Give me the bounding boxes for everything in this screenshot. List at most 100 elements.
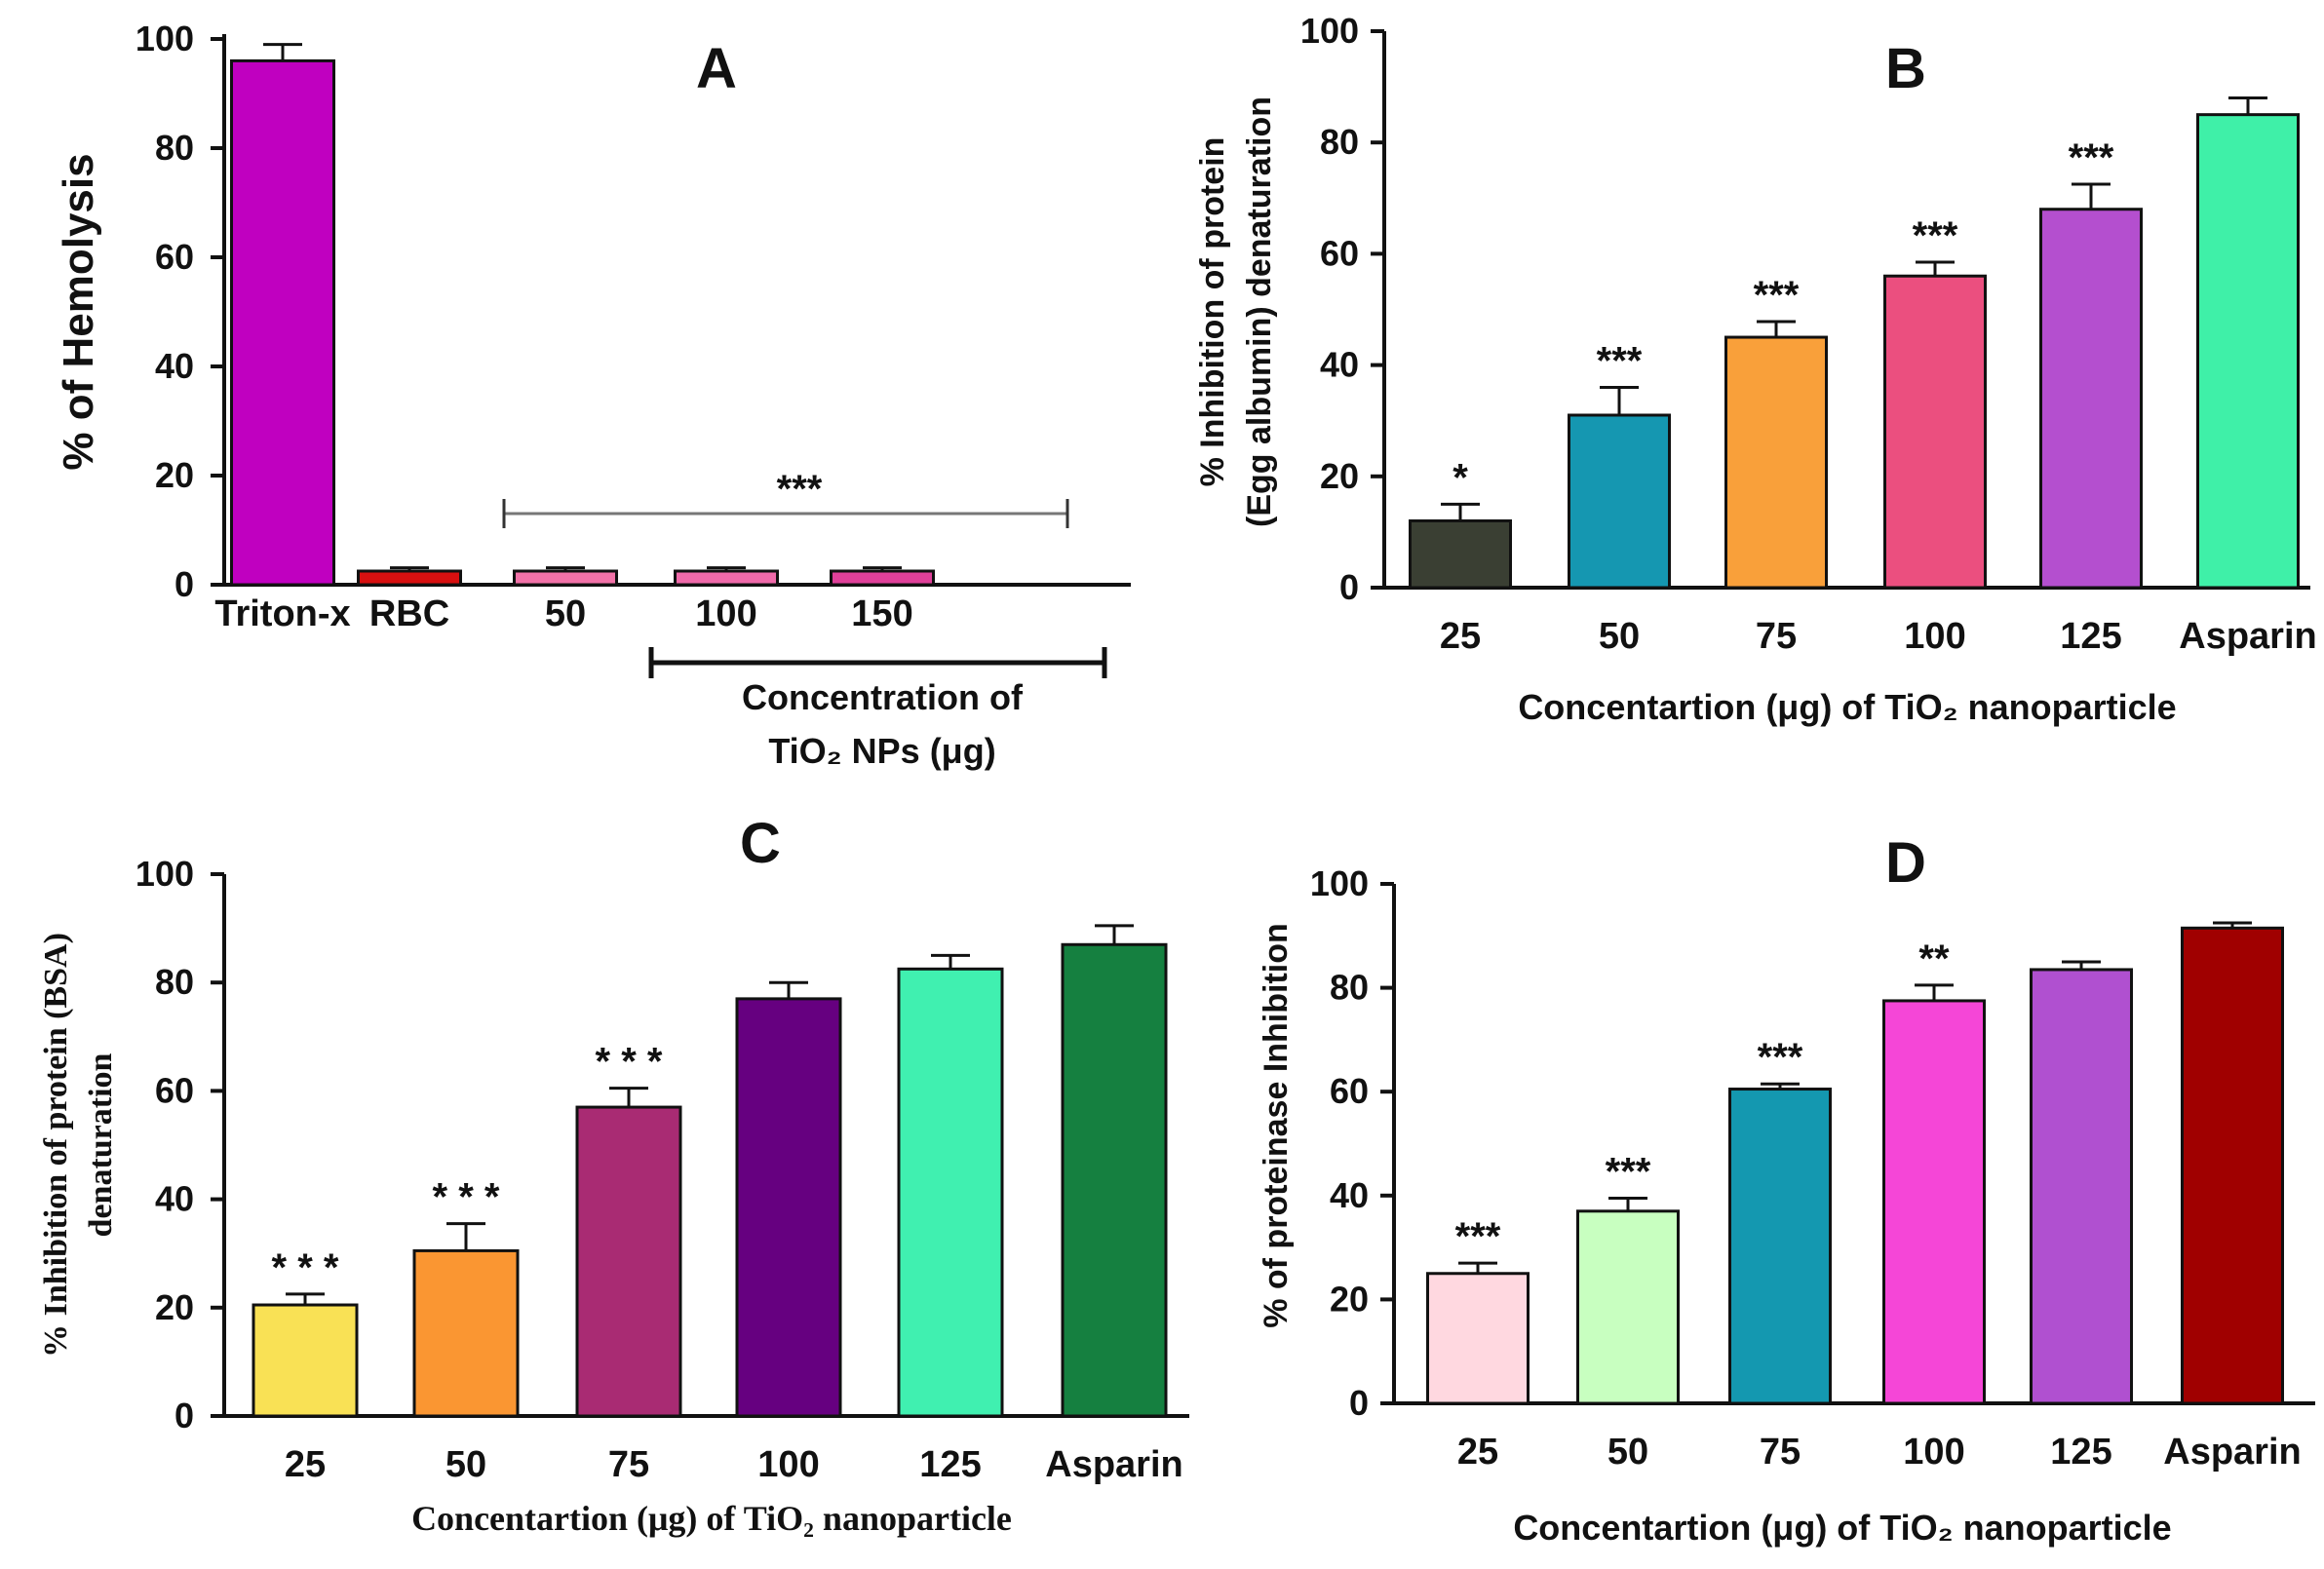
bar-25 [1426,1272,1530,1405]
y-tick-label: 100 [136,19,194,58]
panel-a-concentration-group: Concentration of TiO₂ NPs (μg) [648,647,1107,771]
y-tick-label: 60 [155,1070,194,1110]
panel-a-x-label-line1: Concentration of [742,677,1024,717]
panel-d-categories: 25 50 75 100 125 Asparin [1457,1432,2302,1473]
significance-mark: *** [1754,274,1800,317]
bar-150 [830,569,935,587]
y-tick-label: 60 [1320,233,1359,273]
y-tick-label: 0 [174,564,194,604]
category-label: 75 [608,1444,649,1485]
bar-125 [897,967,1004,1418]
category-label: RBC [369,593,449,634]
significance-mark: *** [1597,339,1643,382]
panel-c-y-axis-label-line2: denaturation [83,1052,119,1237]
y-tick-label: 0 [1339,567,1359,607]
category-label: 50 [1607,1432,1648,1473]
category-label: 50 [445,1444,486,1485]
bar-100 [735,997,842,1418]
panel-d-letter: D [1885,831,1926,895]
bar-triton-x [230,58,335,587]
bar-100 [674,569,779,587]
panel-b-x-axis-label: Concentartion (μg) of TiO₂ nanoparticle [1518,687,2176,727]
y-tick-label: 80 [155,962,194,1002]
y-tick-label: 20 [155,455,194,495]
panel-c-x-axis-label: Concentartion (μg) of TiO₂ nanoparticle [411,1499,1012,1538]
category-label: 50 [545,593,586,634]
panel-c-y-axis-label-line1: % Inhibition of protein (BSA) [38,933,74,1358]
y-tick-label: 20 [155,1287,194,1327]
y-tick-label: 80 [1330,968,1369,1008]
panel-c-y-ticks: 0 20 40 60 80 100 [136,854,224,1435]
bar-75 [1728,1088,1832,1405]
category-label: 100 [757,1444,819,1485]
bar-125 [2030,968,2133,1405]
bar-100 [1883,274,1987,590]
category-label: 125 [919,1444,981,1485]
category-label: Asparin [2179,616,2316,657]
bar-100 [1882,999,1986,1405]
panel-a-x-label-line2: TiO₂ NPs (μg) [768,731,995,771]
bar-50 [1568,413,1671,590]
y-tick-label: 40 [155,1179,194,1219]
y-tick-label: 60 [155,237,194,277]
significance-mark: *** [1758,1036,1803,1079]
y-tick-label: 0 [174,1396,194,1435]
category-label: 125 [2060,616,2121,657]
category-label: 125 [2050,1432,2111,1473]
significance-mark: *** [1606,1150,1651,1193]
panel-a: A % of Hemolysis 0 20 40 60 80 100 Triton-x RB… [55,19,1131,771]
y-tick-label: 100 [136,854,194,894]
significance-mark: *** [2069,136,2114,179]
panel-b-y-axis-label-line2: (Egg albumin) denaturation [1241,96,1278,527]
bar-asparin [1061,942,1168,1418]
y-tick-label: 40 [1320,345,1359,385]
bracket-significance: *** [777,468,823,511]
bar-50 [513,569,618,587]
bar-125 [2039,208,2143,590]
panel-b-y-axis-label-line1: % Inhibition of protein [1194,137,1231,487]
y-tick-label: 80 [155,128,194,168]
category-label: 25 [1457,1432,1498,1473]
y-tick-label: 60 [1330,1071,1369,1111]
category-label: 150 [851,593,912,634]
category-label: 75 [1756,616,1797,657]
panel-d: D % of proteinase Inhibition 0 20 40 60 80 10… [1258,831,2315,1548]
category-label: Asparin [1045,1444,1182,1485]
category-label: 25 [1440,616,1481,657]
category-label: 50 [1599,616,1640,657]
panel-d-bars: *********** [1426,921,2284,1405]
panel-a-y-axis-label: % of Hemolysis [55,153,102,470]
panel-a-letter: A [696,37,737,100]
panel-c: C % Inhibition of protein (BSA) denatura… [38,812,1189,1538]
panel-c-categories: 25 50 75 100 125 Asparin [285,1444,1183,1485]
panel-a-significance-bracket: *** [502,468,1069,528]
panel-b-letter: B [1885,37,1926,100]
significance-mark: * * * [272,1246,339,1289]
y-tick-label: 100 [1300,11,1359,51]
category-label: 100 [1903,1432,1964,1473]
y-tick-label: 80 [1320,122,1359,162]
y-tick-label: 100 [1310,863,1369,903]
y-tick-label: 0 [1349,1383,1369,1423]
panel-a-bars [230,43,935,587]
panel-b: B % Inhibition of protein (Egg albumin) … [1194,11,2317,727]
bar-asparin [2196,113,2300,590]
category-label: Triton-x [214,593,350,634]
significance-mark: ** [1918,938,1950,980]
bar-rbc [357,569,462,587]
bar-50 [412,1248,520,1418]
y-tick-label: 20 [1330,1279,1369,1319]
significance-mark: *** [1455,1215,1501,1258]
bar-asparin [2181,926,2284,1405]
bar-25 [252,1303,359,1418]
y-tick-label: 40 [1330,1175,1369,1215]
y-tick-label: 20 [1320,456,1359,496]
panel-d-y-ticks: 0 20 40 60 80 100 [1310,863,1394,1423]
category-label: 100 [1904,616,1965,657]
bar-25 [1409,518,1512,590]
significance-mark: *** [1913,214,1958,257]
panel-c-bars: * * * * * * * * * [252,924,1168,1418]
panel-b-categories: 25 50 75 100 125 Asparin [1440,616,2317,657]
panel-b-y-ticks: 0 20 40 60 80 100 [1300,11,1384,607]
